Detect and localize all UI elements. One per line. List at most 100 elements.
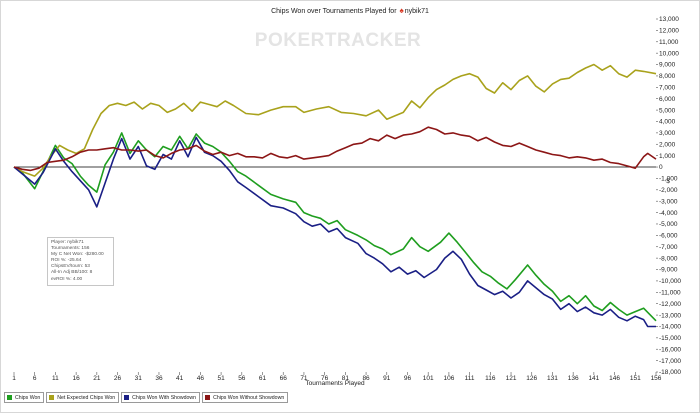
series-line-chips-won-with-showdown	[13, 136, 656, 328]
legend-label: Chips Won	[15, 394, 41, 401]
x-tick-label: 106	[443, 375, 454, 382]
legend-label: Chips Won With Showdown	[132, 394, 197, 401]
legend-swatch	[124, 395, 130, 400]
stats-line: Tournaments: 156	[51, 246, 90, 252]
y-tick-label: 0	[659, 164, 663, 171]
x-tick-label: 116	[485, 375, 496, 382]
x-tick-label: 46	[197, 375, 205, 382]
x-tick-label: 146	[609, 375, 620, 382]
x-tick-label: 26	[114, 375, 122, 382]
y-tick-label: -1,000	[659, 176, 678, 183]
x-tick-label: 11	[52, 375, 59, 382]
legend-swatch	[49, 395, 55, 400]
x-tick-label: 96	[404, 375, 412, 382]
x-tick-label: 51	[217, 375, 225, 382]
watermark: POKERTRACKER	[255, 30, 421, 51]
y-axis-label: $	[666, 178, 670, 185]
y-tick-label: 6,000	[659, 96, 676, 103]
x-tick-label: 66	[280, 375, 288, 382]
x-tick-label: 81	[342, 375, 350, 382]
y-tick-label: -9,000	[659, 267, 678, 274]
x-axis-label: Tournaments Played	[305, 380, 365, 387]
legend: Chips Won Net Expected Chips Won Chips Won…	[4, 392, 289, 403]
legend-item-chips-won-with-showdown[interactable]: Chips Won With Showdown	[121, 392, 201, 403]
x-tick-label: 76	[321, 375, 329, 382]
y-tick-label: 3,000	[659, 130, 676, 137]
series-line-chips-won-without-showdown	[13, 126, 657, 172]
y-tick-label: 4,000	[659, 119, 676, 126]
y-tick-label: -8,000	[659, 255, 678, 262]
chart-title: Chips Won over Tournaments Played for ♠n…	[0, 6, 700, 15]
x-tick-label: 71	[300, 375, 308, 382]
legend-item-net-expected-chips-won[interactable]: Net Expected Chips Won	[46, 392, 120, 403]
y-tick-label: -16,000	[659, 346, 681, 353]
x-tick-label: 6	[33, 375, 37, 382]
x-tick-label: 31	[135, 375, 143, 382]
y-tick-label: 5,000	[659, 107, 676, 114]
y-axis: 13,000 12,000 11,000 10,000 9,000 8,000 7,000 6…	[656, 16, 681, 376]
x-tick-label: 151	[630, 375, 641, 382]
x-tick-label: 16	[73, 375, 81, 382]
y-tick-label: -12,000	[659, 301, 681, 308]
y-tick-label: -3,000	[659, 198, 678, 205]
y-tick-label: -4,000	[659, 210, 678, 217]
chart-title-text: Chips Won over Tournaments Played for	[271, 8, 397, 15]
y-tick-label: -6,000	[659, 233, 678, 240]
x-tick-label: 126	[526, 375, 537, 382]
stats-line: Player: nybik71	[51, 240, 84, 245]
player-stats-box: Player: nybik71 Tournaments: 156 My C Net …	[47, 237, 114, 286]
y-tick-label: 2,000	[659, 141, 676, 148]
stats-line: All-In Adj BB/100: 8	[51, 270, 93, 276]
stats-line: ROI %: -25.64	[51, 258, 82, 264]
y-tick-label: 13,000	[659, 16, 679, 23]
pokerstars-spade-icon: ♠	[399, 6, 404, 15]
stats-line: ChipsEV/tourn: 53	[51, 264, 90, 270]
x-axis: 1 6 11 16 21 26 31 36 41 46 51 56 61 66 71 76 81 86 91 96 10…	[12, 372, 662, 382]
legend-item-chips-won-without-showdown[interactable]: Chips Won Without Showdown	[202, 392, 289, 403]
y-tick-label: 8,000	[659, 73, 676, 80]
x-tick-label: 36	[155, 375, 163, 382]
x-tick-label: 131	[547, 375, 558, 382]
legend-label: Chips Won Without Showdown	[213, 394, 285, 401]
player-name: nybik71	[404, 8, 429, 15]
stats-line: My C Net Won: -$280.00	[51, 252, 104, 258]
y-tick-label: 12,000	[659, 28, 679, 35]
x-tick-label: 41	[176, 375, 184, 382]
y-tick-label: -18,000	[659, 369, 681, 376]
legend-label: Net Expected Chips Won	[57, 394, 116, 401]
y-tick-label: -2,000	[659, 187, 678, 194]
legend-item-chips-won[interactable]: Chips Won	[4, 392, 45, 403]
x-tick-label: 121	[506, 375, 517, 382]
y-tick-label: 7,000	[659, 85, 676, 92]
stats-line: evROI %: 4.00	[51, 276, 83, 282]
x-tick-label: 101	[423, 375, 434, 382]
y-tick-label: -7,000	[659, 244, 678, 251]
y-tick-label: 9,000	[659, 62, 676, 69]
plot-lines	[13, 63, 657, 328]
legend-swatch	[7, 395, 12, 400]
y-tick-label: -5,000	[659, 221, 678, 228]
x-tick-label: 21	[93, 375, 101, 382]
x-tick-label: 136	[568, 375, 579, 382]
y-tick-label: -17,000	[659, 358, 681, 365]
y-tick-label: 1,000	[659, 153, 676, 160]
x-tick-label: 111	[465, 375, 475, 382]
y-tick-label: -14,000	[659, 324, 681, 331]
x-tick-label: 156	[651, 375, 662, 382]
series-line-net-expected-chips-won	[13, 63, 657, 177]
series-line-chips-won	[13, 132, 657, 322]
legend-swatch	[205, 395, 211, 400]
y-tick-label: -15,000	[659, 335, 681, 342]
x-tick-label: 61	[259, 375, 267, 382]
x-tick-label: 91	[383, 375, 391, 382]
y-tick-label: -13,000	[659, 312, 681, 319]
x-tick-label: 1	[12, 375, 16, 382]
y-tick-label: -11,000	[659, 289, 681, 296]
x-tick-label: 56	[238, 375, 246, 382]
y-tick-label: -10,000	[659, 278, 681, 285]
y-tick-label: 11,000	[659, 39, 679, 46]
y-tick-label: 10,000	[659, 50, 679, 57]
x-tick-label: 86	[362, 375, 370, 382]
x-tick-label: 141	[588, 375, 599, 382]
